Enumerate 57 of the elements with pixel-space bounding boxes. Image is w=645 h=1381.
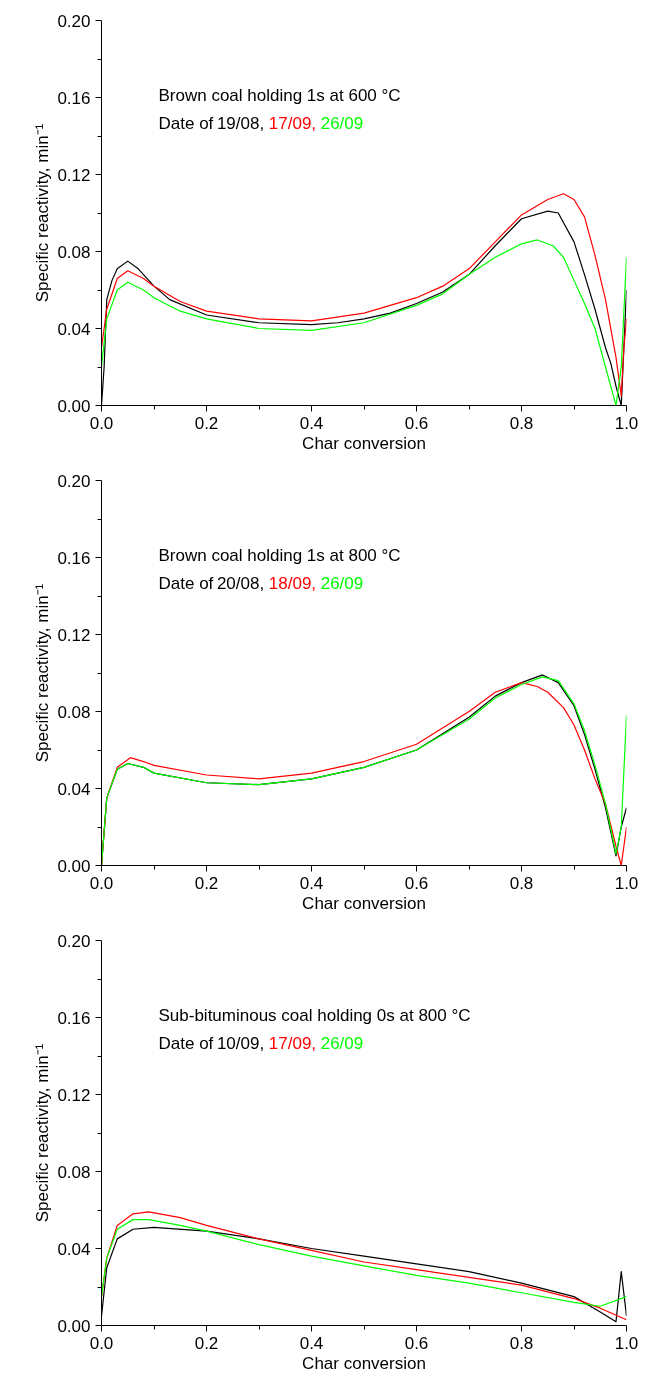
x-tick-label: 0.4 (299, 413, 324, 433)
text: 17/09, (268, 113, 317, 133)
y-axis-title: Specific reactivity, min⁻¹ (33, 583, 53, 763)
text: 26/09 (320, 113, 364, 133)
x-tick-label: 0.8 (509, 413, 534, 433)
y-tick-label: 0.08 (57, 702, 91, 722)
x-tick-label: 0.4 (299, 873, 324, 893)
x-tick-label: 0.2 (194, 873, 219, 893)
x-axis-title: Char conversion (302, 893, 426, 913)
text: 26/09 (320, 1033, 364, 1053)
x-tick-label: 1.0 (614, 1333, 639, 1353)
x-tick-label: 0.4 (299, 1333, 324, 1353)
y-axis-title: Specific reactivity, min⁻¹ (33, 123, 53, 303)
y-tick-label: 0.12 (57, 165, 91, 185)
y-tick-label: 0.04 (57, 319, 91, 339)
x-tick-label: 1.0 (614, 413, 639, 433)
text: 17/09, (268, 1033, 317, 1053)
text: 26/09 (320, 573, 364, 593)
x-tick-label: 0.8 (509, 873, 534, 893)
y-tick-label: 0.00 (57, 856, 91, 876)
y-tick-label: 0.08 (57, 242, 91, 262)
legend-title: Date of (158, 113, 214, 133)
annotation: Brown coal holding 1s at 800 °C (158, 545, 401, 565)
y-tick-label: 0.20 (57, 471, 91, 491)
x-tick-label: 0.6 (404, 873, 429, 893)
x-tick-label: 0.0 (89, 873, 114, 893)
legend-title: Date of (158, 573, 214, 593)
y-tick-label: 0.12 (57, 625, 91, 645)
x-tick-label: 1.0 (614, 873, 639, 893)
y-tick-label: 0.20 (57, 11, 91, 31)
text: 18/09, (268, 573, 317, 593)
text: 10/09, (216, 1033, 265, 1053)
y-tick-label: 0.16 (57, 548, 91, 568)
y-tick-label: 0.08 (57, 1162, 91, 1182)
y-tick-label: 0.20 (57, 931, 91, 951)
x-tick-label: 0.0 (89, 1333, 114, 1353)
legend-title: Date of (158, 1033, 214, 1053)
y-tick-label: 0.00 (57, 396, 91, 416)
y-tick-label: 0.16 (57, 1008, 91, 1028)
x-axis-title: Char conversion (302, 433, 426, 453)
y-tick-label: 0.12 (57, 1085, 91, 1105)
y-tick-label: 0.04 (57, 1239, 91, 1259)
y-tick-label: 0.16 (57, 88, 91, 108)
x-tick-label: 0.8 (509, 1333, 534, 1353)
y-tick-label: 0.00 (57, 1316, 91, 1336)
y-tick-label: 0.04 (57, 779, 91, 799)
x-tick-label: 0.6 (404, 413, 429, 433)
y-axis-title: Specific reactivity, min⁻¹ (33, 1043, 53, 1223)
x-tick-label: 0.2 (194, 1333, 219, 1353)
x-tick-label: 0.0 (89, 413, 114, 433)
annotation: Sub-bituminous coal holding 0s at 800 °C (158, 1005, 471, 1025)
annotation: Brown coal holding 1s at 600 °C (158, 85, 401, 105)
text: 19/08, (216, 113, 265, 133)
x-tick-label: 0.2 (194, 413, 219, 433)
text: 20/08, (216, 573, 265, 593)
x-axis-title: Char conversion (302, 1353, 426, 1373)
x-tick-label: 0.6 (404, 1333, 429, 1353)
